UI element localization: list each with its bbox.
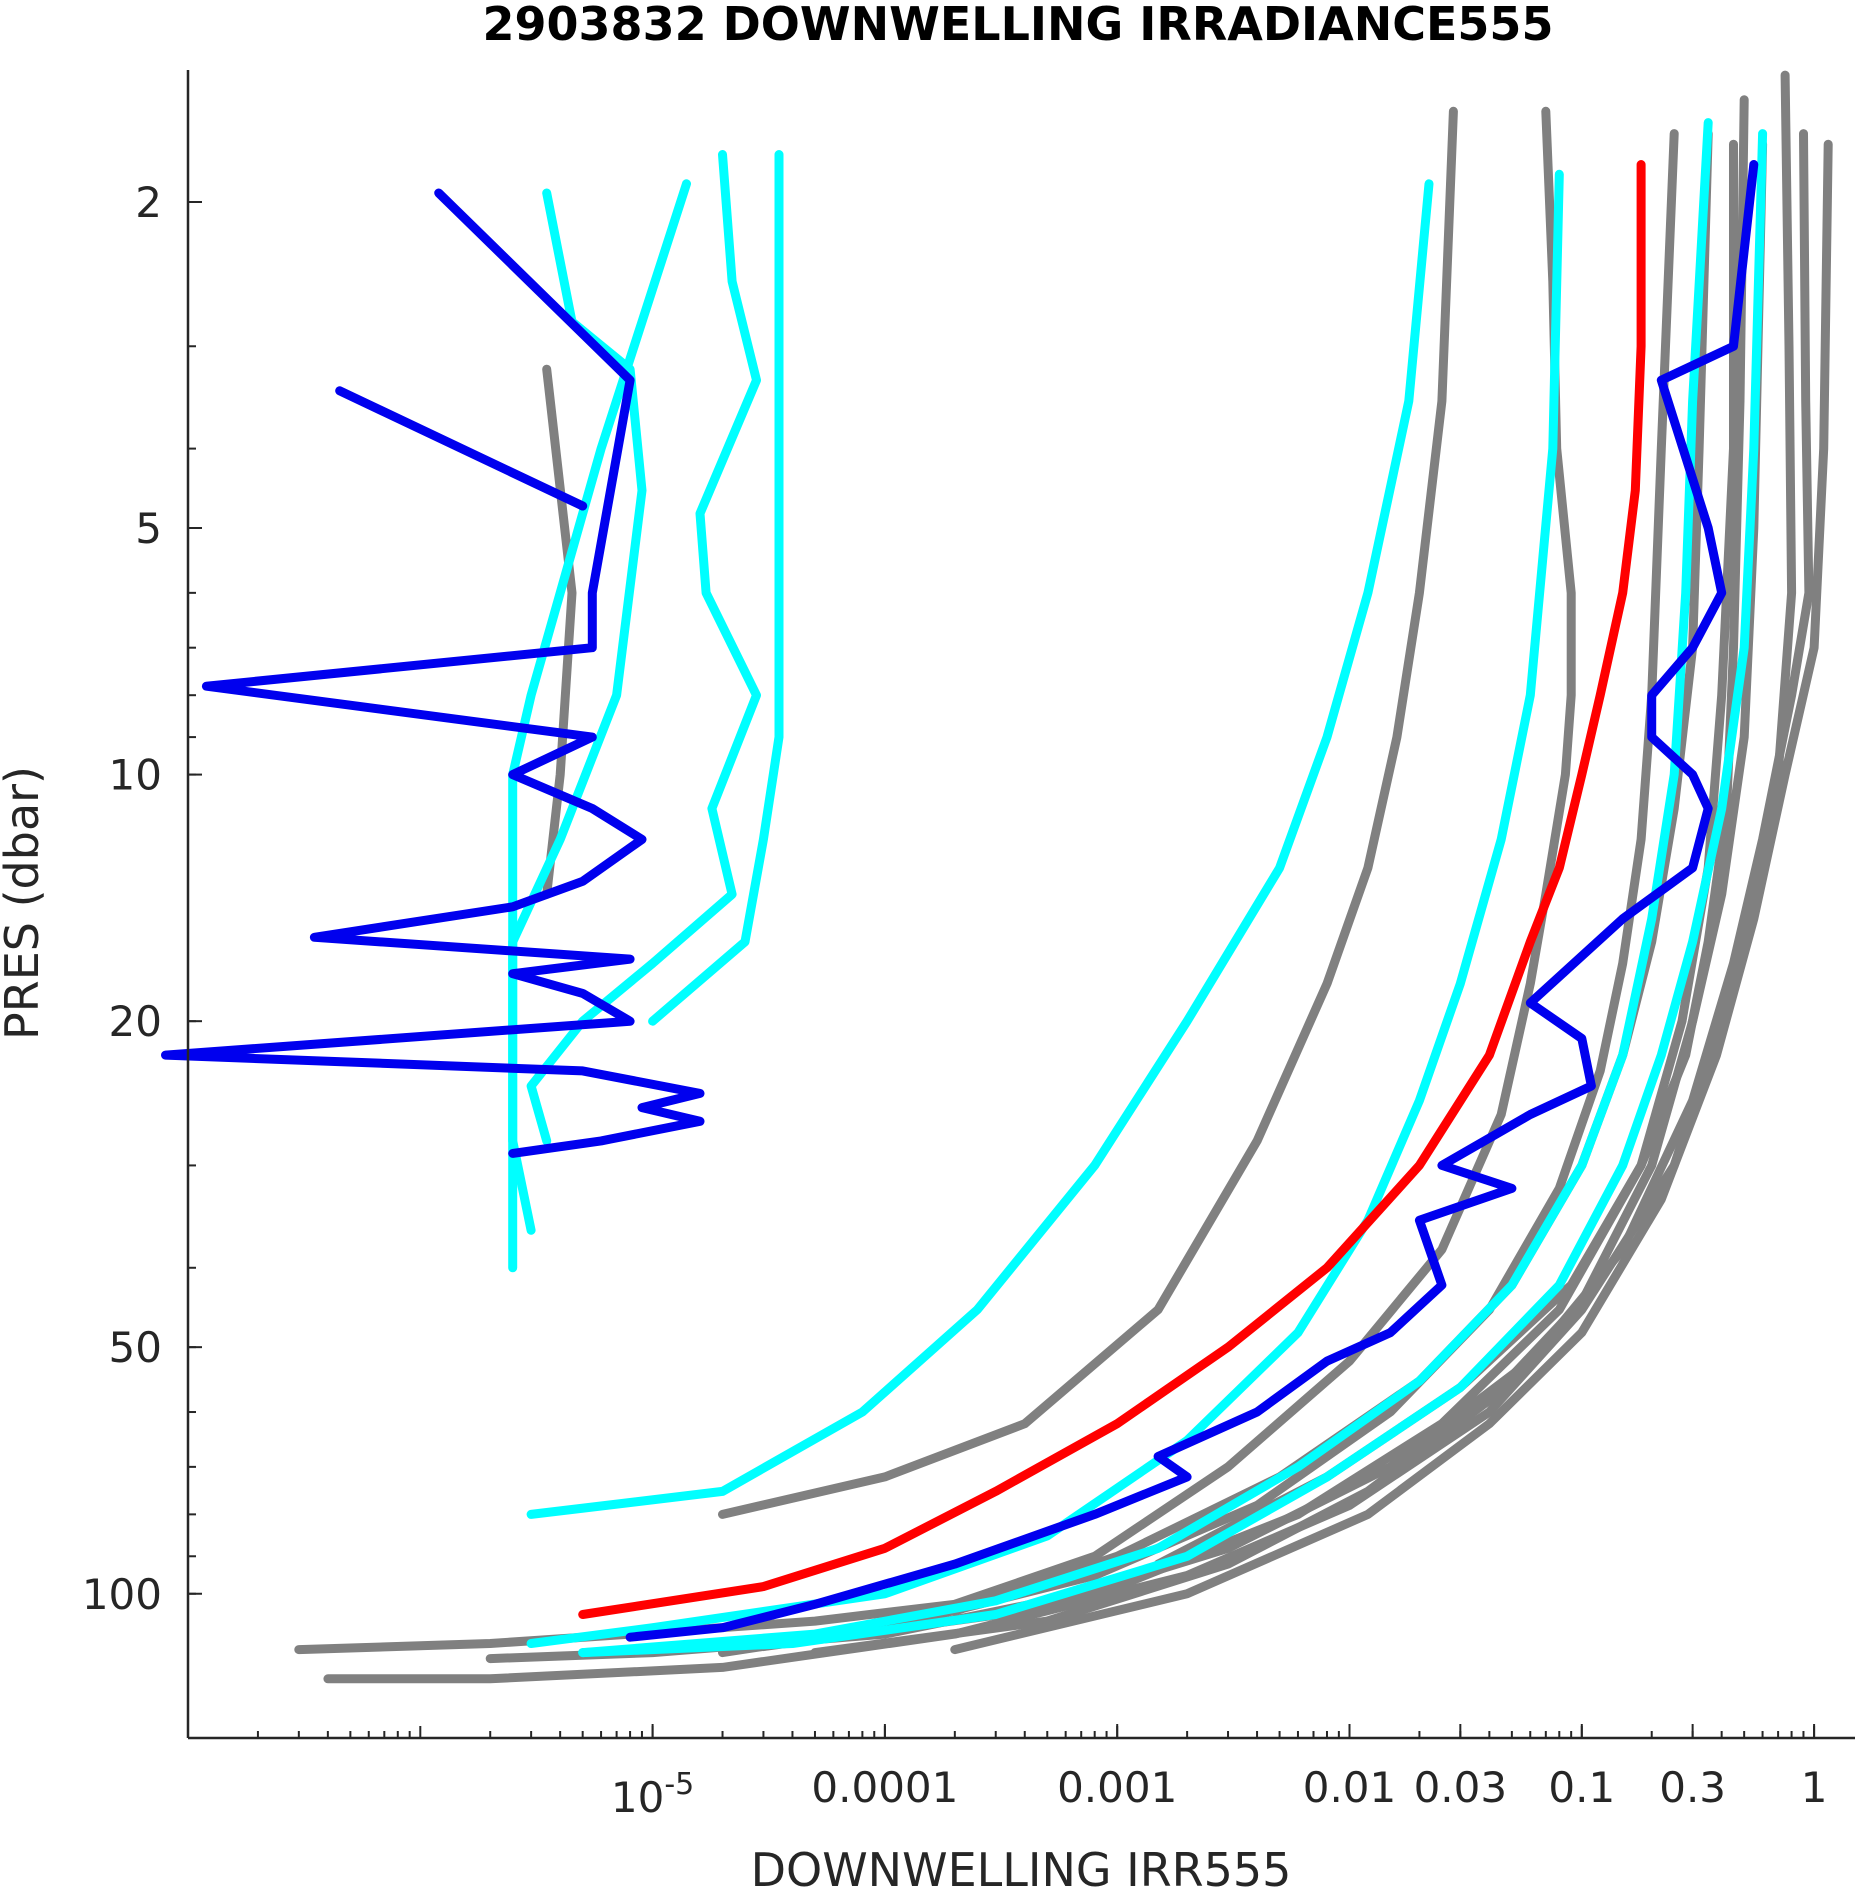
- x-tick-label-3: 0.01: [1303, 1763, 1397, 1812]
- series-line-21: [335, 386, 588, 511]
- series-line-19: [578, 160, 1646, 1619]
- series-line-1: [294, 106, 1576, 1655]
- y-tick-label-5: 100: [82, 1570, 162, 1619]
- axes: [186, 70, 1855, 1740]
- x-axis-label: DOWNWELLING IRR555: [751, 1843, 1292, 1896]
- series-line-5: [810, 139, 1768, 1658]
- series-line-0: [718, 106, 1458, 1519]
- series-line-20: [161, 188, 705, 1158]
- series-line-15: [526, 179, 1434, 1519]
- series-line-4: [758, 129, 1814, 1652]
- y-tick-label-1: 5: [135, 504, 162, 553]
- x-tick-label-5: 0.1: [1548, 1763, 1615, 1812]
- x-tick-label-2: 0.001: [1057, 1763, 1177, 1812]
- y-axis-label: PRES (dbar): [0, 766, 49, 1040]
- series-line-17: [578, 118, 1713, 1658]
- series-line-7: [950, 139, 1833, 1655]
- series-line-10: [542, 364, 577, 899]
- y-tick-label-3: 20: [109, 997, 162, 1046]
- x-tick-label-4: 0.03: [1414, 1763, 1508, 1812]
- series-line-12: [508, 179, 691, 1235]
- series-line-18: [578, 129, 1768, 1658]
- y-tick-label-2: 10: [109, 751, 162, 800]
- series-layer: [161, 70, 1833, 1684]
- x-tick-label-7: 1: [1801, 1763, 1828, 1812]
- x-tick-label-0: 10-5: [611, 1767, 694, 1822]
- ticks: 10-5 0.0001 0.001 0.01 0.03 0.1 0.3 1 2 5 10 20 50 10…: [82, 178, 1828, 1822]
- series-line-22: [625, 160, 1759, 1642]
- y-tick-label-4: 50: [109, 1323, 162, 1372]
- x-tick-label-1: 0.0001: [811, 1763, 958, 1812]
- y-tick-label-0: 2: [135, 178, 162, 227]
- chart-title: 2903832 DOWNWELLING IRRADIANCE555: [483, 0, 1554, 51]
- series-line-14: [648, 150, 784, 1026]
- series-line-2: [323, 70, 1797, 1684]
- x-tick-label-6: 0.3: [1659, 1763, 1726, 1812]
- series-line-13: [526, 150, 761, 1146]
